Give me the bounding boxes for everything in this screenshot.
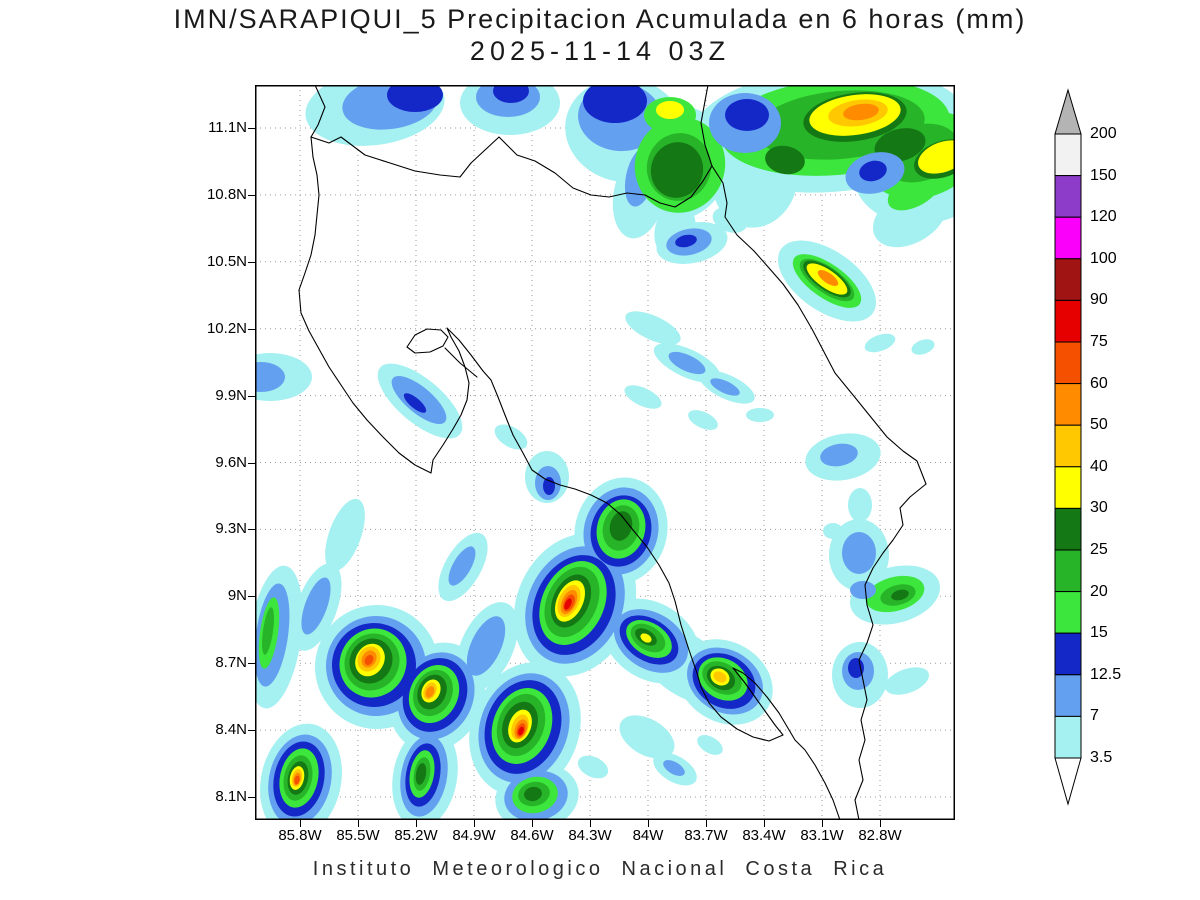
coastline-layer [298,85,927,820]
y-axis-tick [248,529,255,531]
x-axis-tick-label: 85.5W [336,827,380,844]
colorbar-cell [1054,424,1082,468]
x-axis-tick [706,820,707,827]
x-axis-tick [822,820,823,827]
colorbar-cell [1054,299,1082,343]
y-axis-tick-label: 9.3N [215,520,247,538]
panama-border-path [854,483,927,820]
x-axis-tick-label: 84.9W [452,827,496,844]
colorbar-level-label: 150 [1090,166,1117,184]
colorbar-level-label: 30 [1090,499,1108,517]
y-axis-tick-label: 8.1N [215,788,247,805]
x-axis-tick [532,820,533,827]
colorbar-level-label: 60 [1090,374,1108,392]
colorbar-cells [1054,88,1082,806]
colorbar-level-label: 15 [1090,624,1108,642]
colorbar-cell [1054,466,1082,509]
y-axis-tick-label: 9.9N [215,386,247,404]
map-svg [255,85,955,820]
x-axis-tick-label: 85.8W [278,827,322,844]
y-axis-tick [248,128,255,129]
colorbar-level-label: 90 [1090,291,1108,309]
y-axis-tick [248,194,255,196]
colorbar-level-label: 12.5 [1090,665,1122,683]
colorbar-level-label: 100 [1090,249,1117,267]
colorbar-cell [1054,715,1082,759]
y-axis-tick-label: 9N [227,587,247,605]
map-plot-area [255,85,955,820]
x-axis-tick-label: 83.7W [684,827,728,844]
x-axis-tick-label: 82.8W [858,827,902,844]
colorbar-cell [1054,591,1082,634]
x-axis-tick [880,820,881,827]
lake-outline-path [406,328,449,354]
colorbar-cell [1054,175,1082,218]
y-axis-tick-label: 11.1N [208,119,247,136]
colorbar-above-max-arrow [1054,88,1082,135]
y-axis-tick-label: 10.2N [206,319,247,337]
y-axis-tick [248,395,255,397]
x-axis-tick [358,820,359,827]
colorbar-cell [1054,133,1082,177]
colorbar-level-label: 7 [1090,707,1099,725]
y-axis-tick [248,596,255,598]
y-axis-tick [248,663,255,665]
y-axis-tick [248,797,255,798]
colorbar-level-label: 75 [1090,333,1108,350]
x-axis-tick [590,820,591,827]
colorbar-cell [1054,383,1082,426]
colorbar-cell [1054,341,1082,385]
colorbar-level-label: 25 [1090,541,1108,558]
nicaragua-caribbean-coast-path [700,85,713,167]
pacific-coast-path [298,136,841,820]
x-axis-tick-label: 84.3W [568,827,612,844]
colorbar-level-label: 200 [1090,125,1117,142]
y-axis-tick [248,462,255,464]
precip-embedded-blue-pockets [709,93,905,599]
plot-frame [255,85,955,820]
costarica-caribbean-coast-path [711,165,927,485]
page-title: IMN/SARAPIQUI_5 Precipitacion Acumulada … [173,4,1027,34]
y-axis-tick-label: 8.7N [215,654,247,672]
x-axis-tick-label: 85.2W [394,827,438,844]
y-axis-tick-label: 8.4N [215,721,247,739]
y-axis-tick [248,261,255,263]
x-axis-tick-label: 84.6W [510,827,554,844]
colorbar-level-label: 40 [1090,457,1108,475]
colorbar [1054,88,1082,806]
colorbar-cell [1054,507,1082,551]
y-axis-tick [248,328,255,330]
y-axis-tick [248,730,255,732]
x-axis-tick [764,820,765,827]
nicaragua-pacific-and-border-path [310,85,713,208]
colorbar-cell [1054,258,1082,301]
valid-datetime: 2025-11-14 03Z [469,36,731,66]
x-axis-tick-label: 83.4W [742,827,786,844]
x-axis-tick-label: 83.1W [800,827,844,844]
colorbar-cell [1054,549,1082,593]
river-path [444,347,478,378]
y-axis-tick-label: 9.6N [215,453,247,471]
colorbar-below-min-arrow [1054,757,1082,806]
x-axis-tick [416,820,417,827]
x-axis-tick [300,820,301,827]
colorbar-cell [1054,632,1082,676]
colorbar-level-label: 120 [1090,208,1117,226]
credit-text: Instituto Meteorologico Nacional Costa R… [312,858,888,880]
y-axis-tick-label: 10.8N [206,185,247,203]
precip-red-layer [518,598,572,736]
x-axis-tick-label: 84W [632,827,664,844]
x-axis-tick [648,820,649,827]
colorbar-cell [1054,674,1082,717]
colorbar-level-label: 20 [1090,582,1108,600]
colorbar-cell [1054,216,1082,260]
colorbar-level-label: 3.5 [1090,749,1113,766]
colorbar-level-label: 50 [1090,416,1108,434]
x-axis-tick [474,820,475,827]
y-axis-tick-label: 10.5N [206,252,247,270]
